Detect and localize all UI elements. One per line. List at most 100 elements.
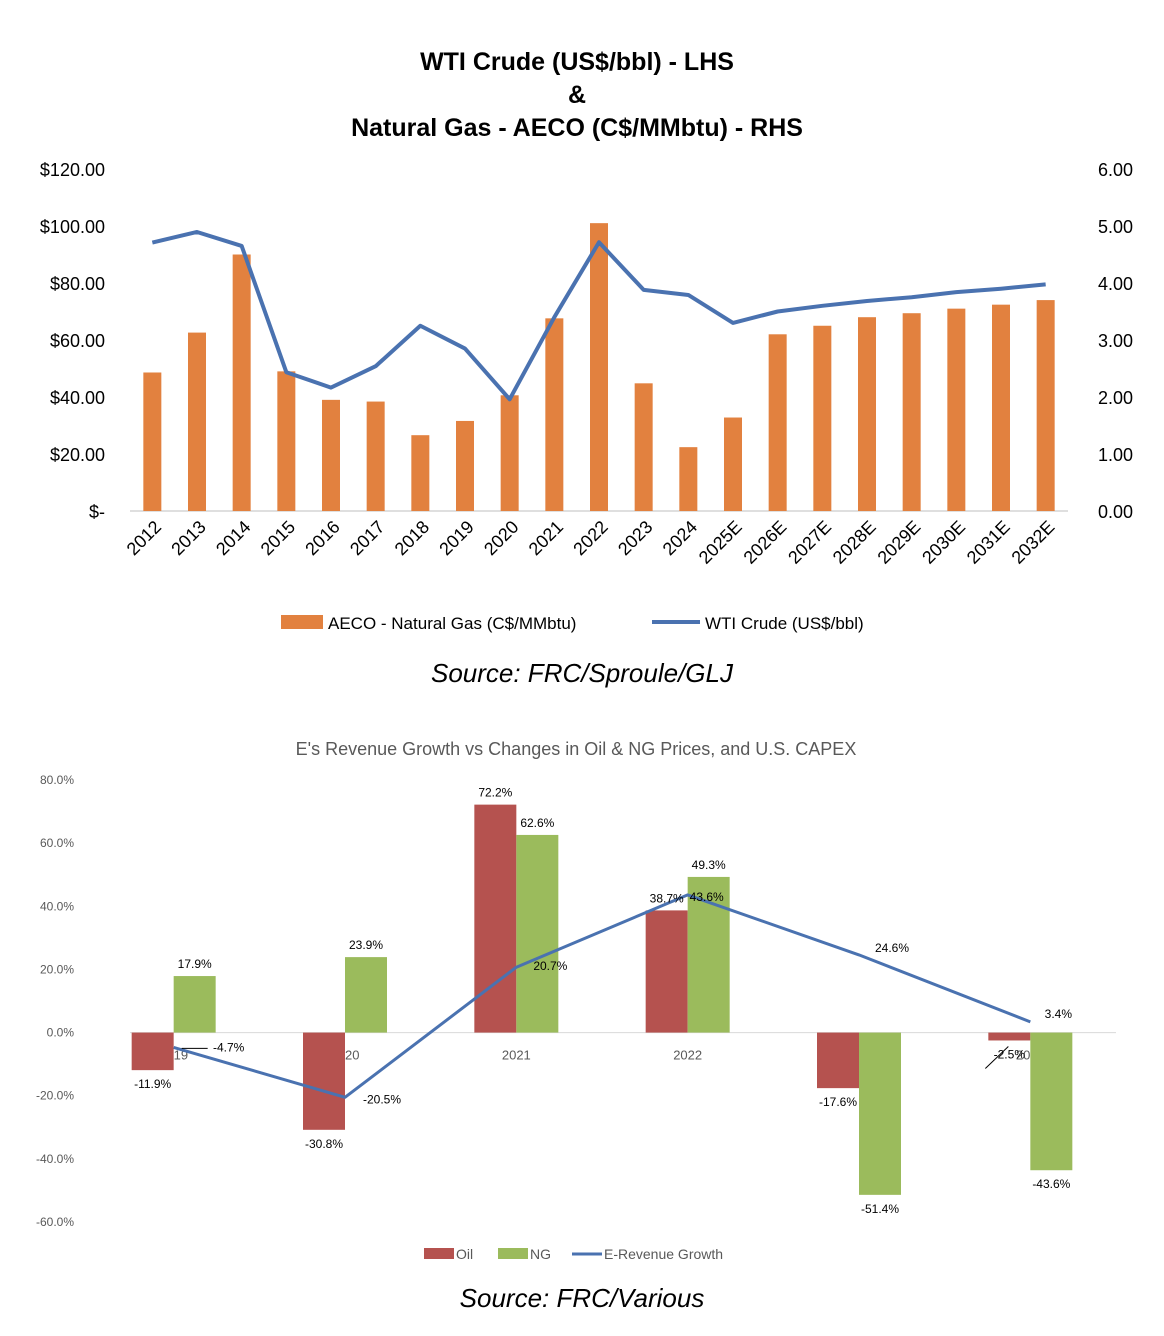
chart1-left-tick-label: $100.00 [40, 217, 105, 237]
chart1-bar [232, 254, 251, 511]
chart2-y-tick-label: 20.0% [40, 962, 74, 976]
chart2-bar-ng [345, 957, 387, 1033]
chart2-label-revenue: -20.5% [363, 1092, 401, 1106]
chart1-x-tick-label: 2021 [525, 517, 567, 559]
chart2-bar-oil [474, 804, 517, 1033]
chart2-title-text: E's Revenue Growth vs Changes in Oil & N… [296, 739, 857, 759]
chart1-right-tick-label: 3.00 [1098, 331, 1133, 351]
wti-aeco-chart: WTI Crude (US$/bbl) - LHS & Natural Gas - … [40, 48, 1133, 633]
chart1-x-tick-label: 2031E [963, 517, 1014, 568]
chart2-bars [131, 804, 1073, 1195]
chart1-x-tick-label: 2029E [874, 517, 925, 568]
chart2-line [173, 893, 1031, 1099]
chart2-label-oil: -17.6% [819, 1095, 857, 1109]
chart2-bar-ng [1030, 1032, 1073, 1171]
chart2-bar-oil [131, 1032, 174, 1071]
chart1-x-tick-label: 2030E [918, 517, 969, 568]
chart2-legend-label-oil: Oil [456, 1246, 473, 1262]
chart2-y-tick-label: 60.0% [40, 836, 74, 850]
chart1-legend-label-wti: WTI Crude (US$/bbl) [705, 614, 864, 633]
chart1-x-tick-label: 2012 [123, 517, 165, 559]
chart1-bars [143, 223, 1055, 511]
chart1-left-tick-label: $120.00 [40, 160, 105, 180]
chart1-wti-line [151, 229, 1046, 402]
chart2-x-tick-label: 2022 [673, 1048, 702, 1063]
chart1-bar [768, 334, 787, 511]
chart2-legend-label-ng: NG [530, 1246, 551, 1262]
chart1-x-tick-label: 2022 [569, 517, 611, 559]
chart2-leader-line [984, 1046, 1009, 1069]
chart1-line [151, 229, 1046, 402]
chart1-right-tick-label: 6.00 [1098, 160, 1133, 180]
chart1-source: Source: FRC/Sproule/GLJ [430, 658, 733, 688]
chart2-bar-ng [173, 976, 216, 1033]
chart1-x-tick-label: 2019 [435, 517, 477, 559]
revenue-growth-chart: E's Revenue Growth vs Changes in Oil & N… [36, 739, 1116, 1262]
chart2-y-tick-label: 0.0% [47, 1026, 75, 1040]
chart2-label-ng: -43.6% [1032, 1177, 1070, 1191]
chart2-bar-oil [645, 910, 688, 1033]
chart1-x-tick-label: 2025E [695, 517, 746, 568]
chart2-bar-oil [988, 1032, 1031, 1041]
chart2-x-tick-label: 2021 [502, 1048, 531, 1063]
chart1-right-tick-label: 4.00 [1098, 274, 1133, 294]
chart1-legend-label-aeco: AECO - Natural Gas (C$/MMbtu) [328, 614, 576, 633]
chart1-bar [143, 372, 162, 511]
chart2-y-tick-label: 80.0% [40, 773, 74, 787]
chart1-bar [858, 317, 876, 511]
chart2-label-oil: -30.8% [305, 1137, 343, 1151]
chart1-bar [992, 304, 1010, 511]
chart1-x-tick-label: 2017 [346, 517, 388, 559]
chart1-bar [411, 435, 430, 511]
chart1-legend: AECO - Natural Gas (C$/MMbtu) WTI Crude (… [281, 614, 864, 633]
chart2-bar-oil [303, 1032, 345, 1130]
chart2-revenue-line [173, 893, 1031, 1099]
chart1-bar [322, 399, 340, 511]
chart1-right-tick-label: 2.00 [1098, 388, 1133, 408]
chart1-bar [724, 417, 742, 511]
chart2-legend-swatch-oil [424, 1248, 454, 1259]
chart1-bar [813, 325, 832, 511]
chart1-bar [366, 401, 385, 511]
chart1-left-tick-label: $60.00 [50, 331, 105, 351]
chart1-bar [188, 332, 206, 511]
chart1-bar [590, 223, 608, 511]
chart2-y-tick-label: -40.0% [36, 1152, 74, 1166]
chart2-label-revenue: 24.6% [875, 941, 909, 955]
chart2-data-labels: -11.9% -30.8% 72.2% 38.7% -17.6% -2.5% 17.9% 23… [134, 786, 1072, 1216]
chart1-left-tick-label: $20.00 [50, 445, 105, 465]
chart1-bar [277, 371, 296, 511]
chart1-x-tick-label: 2014 [212, 517, 254, 559]
chart2-label-ng: 17.9% [178, 957, 212, 971]
chart2-legend-label-revenue: E-Revenue Growth [604, 1246, 723, 1262]
chart1-title: WTI Crude (US$/bbl) - LHS & Natural Gas - … [351, 48, 803, 142]
chart2-y-tick-label: 40.0% [40, 899, 74, 913]
chart2-source: Source: FRC/Various [459, 1283, 705, 1313]
chart2-label-ng: 23.9% [349, 938, 383, 952]
chart1-title-line: WTI Crude (US$/bbl) - LHS [420, 48, 734, 76]
chart2-label-oil: 72.2% [478, 786, 512, 800]
chart1-bar [500, 395, 519, 511]
chart1-x-tick-label: 2023 [614, 517, 656, 559]
chart1-x-tick-label: 2013 [167, 517, 209, 559]
chart1-x-tick-label: 2020 [480, 517, 522, 559]
chart2-legend: Oil NG E-Revenue Growth [424, 1246, 723, 1262]
chart1-left-tick-label: $40.00 [50, 388, 105, 408]
chart2-y-tick-label: -60.0% [36, 1215, 74, 1229]
chart2-legend-swatch-ng [498, 1248, 528, 1259]
chart1-bar [545, 318, 564, 511]
chart1-bar [456, 420, 474, 511]
chart1-legend-swatch-aeco [281, 615, 323, 629]
chart1-right-tick-label: 1.00 [1098, 445, 1133, 465]
chart1-x-tick-label: 2032E [1008, 517, 1059, 568]
chart1-x-tick-label: 2028E [829, 517, 880, 568]
chart2-label-ng: 49.3% [692, 858, 726, 872]
chart2-bar-ng [859, 1032, 901, 1195]
chart1-x-tick-label: 2026E [740, 517, 791, 568]
chart2-label-revenue: 20.7% [533, 959, 567, 973]
chart2-axes: -60.0% -40.0% -20.0% 0.0% 20.0% 40.0% 60.0% 80.… [36, 773, 1116, 1229]
chart1-title-line: Natural Gas - AECO (C$/MMbtu) - RHS [351, 114, 803, 142]
chart1-x-tick-label: 2016 [301, 517, 343, 559]
chart1-x-tick-label: 2015 [257, 517, 299, 559]
chart1-x-tick-label: 2027E [784, 517, 835, 568]
